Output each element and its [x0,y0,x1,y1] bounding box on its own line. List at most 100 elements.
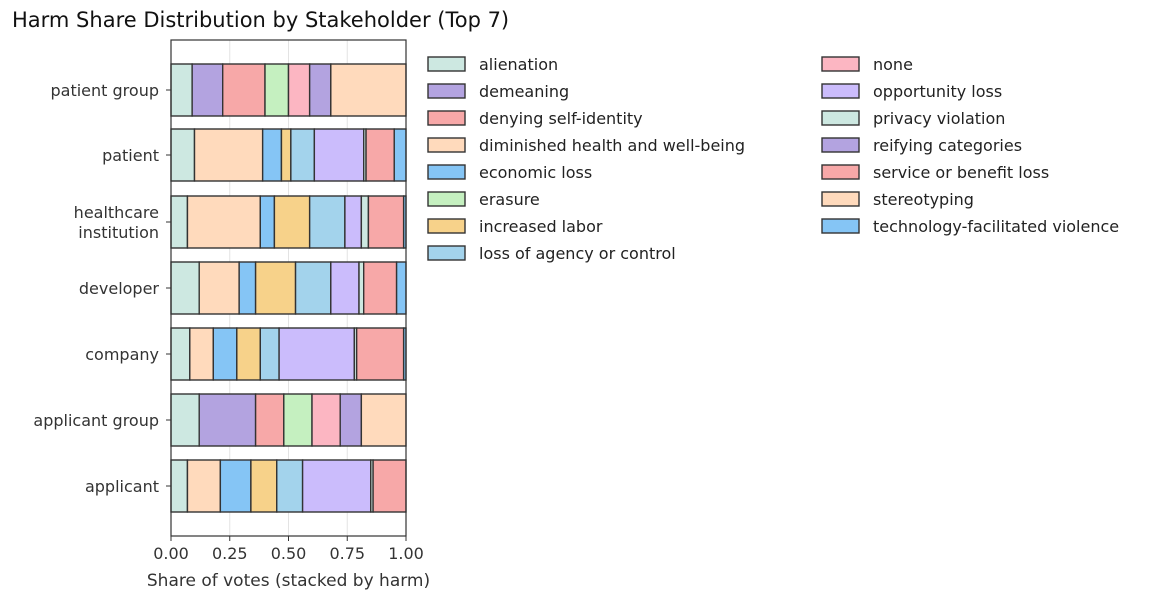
legend-item-diminished-health-and-well-being: diminished health and well-being [427,136,745,155]
bar-patient-alienation [170,128,196,182]
legend-swatch [821,218,860,234]
legend-label: service or benefit loss [873,163,1049,182]
bar-applicant-increased-labor [250,459,278,513]
legend-item-loss-of-agency-or-control: loss of agency or control [427,244,676,263]
legend-label: increased labor [479,217,603,236]
legend-swatch [427,191,466,207]
bar-applicant-group-denying-self-identity [254,393,285,447]
legend-label: opportunity loss [873,82,1002,101]
bar-company-increased-labor [236,327,262,381]
bar-developer-increased-labor [254,261,297,315]
bar-applicant-group-erasure [283,393,313,447]
legend-label: loss of agency or control [479,244,676,263]
bar-company-alienation [170,327,191,381]
bar-developer-alienation [170,261,200,315]
y-tick-label: company [85,345,159,364]
bar-applicant-group-stereotyping [360,393,407,447]
bar-healthcare-institution-opportunity-loss [344,195,363,249]
bar-applicant-group-none [311,393,341,447]
legend-label: reifying categories [873,136,1022,155]
legend-item-none: none [821,55,913,74]
x-tick-label: 0.25 [212,544,248,563]
x-axis-label: Share of votes (stacked by harm) [147,571,430,591]
bar-patient-opportunity-loss [313,128,365,182]
legend-item-erasure: erasure [427,190,540,209]
bar-patient-increased-labor [280,128,292,182]
legend-item-increased-labor: increased labor [427,217,603,236]
bar-patient-group-alienation [170,63,193,117]
legend-item-technology-facilitated-violence: technology-facilitated violence [821,217,1119,236]
bar-applicant-alienation [170,459,189,513]
bar-applicant-group-reifying-categories [339,393,363,447]
bar-company-diminished-health-and-well-being [189,327,215,381]
bar-patient-group-demeaning [191,63,224,117]
bar-patient-group-reifying-categories [308,63,332,117]
bar-healthcare-institution-diminished-health-and-well-being [186,195,261,249]
y-tick-label: patient [102,146,159,165]
chart-title: Harm Share Distribution by Stakeholder (… [12,8,510,32]
y-tick-label: patient group [51,81,160,100]
bar-patient-technology-facilitated-violence [393,128,407,182]
bar-applicant-opportunity-loss [301,459,372,513]
bar-healthcare-institution-privacy-violation [360,195,370,249]
legend-label: technology-facilitated violence [873,217,1119,236]
x-tick-label: 1.00 [388,544,424,563]
legend-item-privacy-violation: privacy violation [821,109,1005,128]
legend-item-service-or-benefit-loss: service or benefit loss [821,163,1049,182]
x-tick-label: 0.75 [329,544,365,563]
x-tick-label: 0.50 [271,544,307,563]
legend-label: denying self-identity [479,109,643,128]
bars-layer [170,63,407,513]
legend-item-demeaning: demeaning [427,82,569,101]
bar-developer-service-or-benefit-loss [363,261,398,315]
legend-swatch [427,164,466,180]
bar-company-loss-of-agency-or-control [259,327,280,381]
legend-swatch [427,56,466,72]
bar-patient-economic-loss [261,128,283,182]
bar-developer-loss-of-agency-or-control [294,261,332,315]
legend-label: demeaning [479,82,569,101]
y-tick-label: applicant [85,477,159,496]
legend-item-economic-loss: economic loss [427,163,592,182]
bar-patient-group-erasure [264,63,290,117]
bar-patient-group-denying-self-identity [221,63,266,117]
bar-developer-opportunity-loss [330,261,360,315]
legend-label: privacy violation [873,109,1005,128]
bar-company-economic-loss [212,327,238,381]
legend-item-reifying-categories: reifying categories [821,136,1022,155]
bar-healthcare-institution-economic-loss [259,195,276,249]
bar-patient-service-or-benefit-loss [365,128,395,182]
y-tick-label: developer [79,279,160,298]
bar-applicant-loss-of-agency-or-control [276,459,304,513]
legend-swatch [427,83,466,99]
legend: alienation demeaning denying self-identity… [427,55,1119,263]
legend-label: diminished health and well-being [479,136,745,155]
legend-swatch [821,56,860,72]
legend-label: stereotyping [873,190,974,209]
legend-swatch [821,110,860,126]
x-tick-label: 0.00 [153,544,189,563]
bar-healthcare-institution-alienation [170,195,189,249]
bar-developer-technology-facilitated-violence [395,261,407,315]
legend-label: economic loss [479,163,592,182]
legend-label: none [873,55,913,74]
bar-patient-group-none [287,63,311,117]
bar-healthcare-institution-increased-labor [273,195,311,249]
legend-label: erasure [479,190,540,209]
bar-developer-economic-loss [238,261,257,315]
y-tick-label: healthcare institution [74,203,159,242]
bar-applicant-group-demeaning [198,393,257,447]
bar-healthcare-institution-loss-of-agency-or-control [308,195,346,249]
legend-swatch [821,137,860,153]
legend-item-stereotyping: stereotyping [821,190,974,209]
bar-developer-privacy-violation [358,261,365,315]
legend-swatch [821,191,860,207]
bar-applicant-diminished-health-and-well-being [186,459,222,513]
legend-item-denying-self-identity: denying self-identity [427,109,643,128]
bar-company-service-or-benefit-loss [355,327,405,381]
bar-applicant-service-or-benefit-loss [372,459,407,513]
legend-item-opportunity-loss: opportunity loss [821,82,1002,101]
y-tick-label: applicant group [33,411,159,430]
bar-applicant-group-alienation [170,393,200,447]
